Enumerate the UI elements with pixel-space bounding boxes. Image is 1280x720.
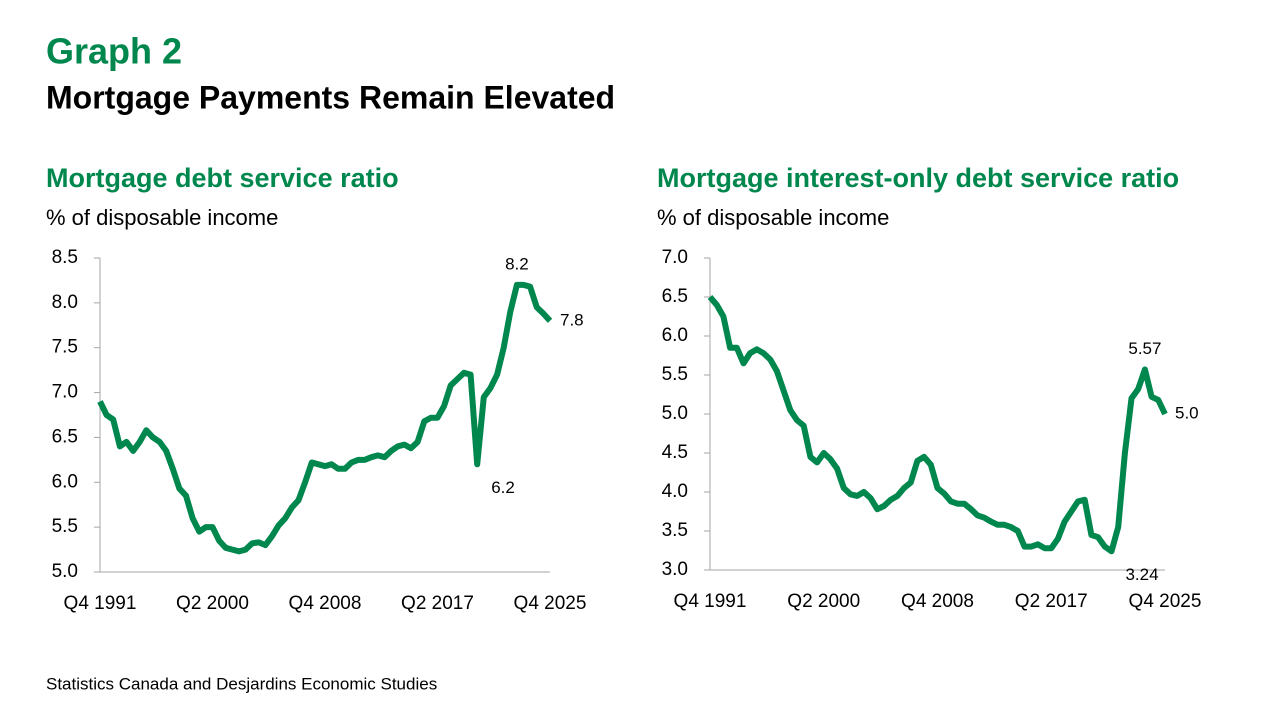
y-tick-label: 3.0 [662, 559, 688, 580]
y-tick-label: 8.0 [52, 292, 78, 313]
data-line [707, 295, 1168, 555]
y-tick-label: 7.0 [52, 382, 78, 403]
value-label: 3.24 [1125, 565, 1158, 584]
y-tick-label: 5.0 [662, 403, 688, 424]
x-tick-label: Q2 2017 [401, 593, 474, 614]
y-tick-label: 8.5 [52, 247, 78, 268]
y-tick-label: 4.5 [662, 442, 688, 463]
chart-title: Mortgage interest-only debt service rati… [657, 163, 1179, 193]
y-tick-label: 6.5 [662, 286, 688, 307]
x-tick-label: Q4 2025 [1129, 591, 1202, 612]
x-tick-label: Q2 2000 [176, 593, 249, 614]
x-tick-label: Q2 2017 [1015, 591, 1088, 612]
x-tick-label: Q2 2000 [787, 591, 860, 612]
y-tick-label: 7.0 [662, 247, 688, 268]
y-tick-label: 5.5 [662, 364, 688, 385]
y-tick-label: 5.5 [52, 516, 78, 537]
value-label: 8.2 [505, 254, 529, 273]
y-tick-label: 3.5 [662, 520, 688, 541]
data-line [97, 281, 553, 555]
x-tick-label: Q4 2008 [901, 591, 974, 612]
chart-title: Mortgage debt service ratio [46, 163, 399, 193]
x-tick-label: Q4 1991 [64, 593, 137, 614]
x-tick-label: Q4 1991 [674, 591, 747, 612]
y-tick-label: 6.0 [662, 325, 688, 346]
y-axis-label: % of disposable income [46, 205, 278, 230]
value-label: 5.57 [1128, 339, 1161, 358]
y-tick-label: 6.0 [52, 471, 78, 492]
y-tick-label: 7.5 [52, 337, 78, 358]
x-tick-label: Q4 2008 [289, 593, 362, 614]
y-tick-label: 6.5 [52, 426, 78, 447]
value-label: 7.8 [560, 310, 584, 329]
value-label: 5.0 [1175, 403, 1199, 422]
page-title: Mortgage Payments Remain Elevated [46, 79, 615, 115]
value-label: 6.2 [491, 478, 515, 497]
y-tick-label: 4.0 [662, 481, 688, 502]
x-tick-label: Q4 2025 [514, 593, 587, 614]
graph-label: Graph 2 [46, 31, 182, 72]
y-tick-label: 5.0 [52, 561, 78, 582]
source: Statistics Canada and Desjardins Economi… [46, 674, 437, 693]
y-axis-label: % of disposable income [657, 205, 889, 230]
